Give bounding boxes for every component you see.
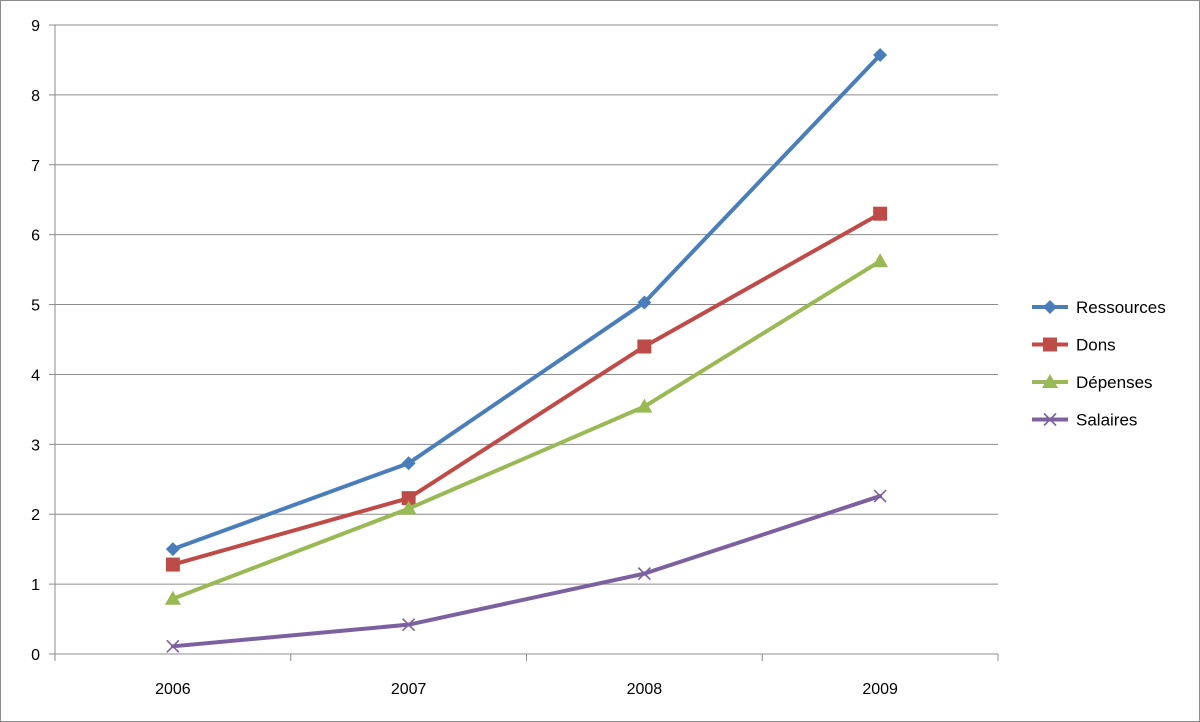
- y-tick-label-5: 5: [31, 298, 40, 315]
- x-tick-label-2007: 2007: [391, 681, 427, 698]
- legend: Ressources Dons Dépenses Salaires: [1032, 298, 1166, 430]
- legend-marker-salaires-stroke-b: [1043, 412, 1057, 427]
- point-depenses-2007: [400, 500, 417, 515]
- x-tick-label-2008: 2008: [627, 681, 663, 698]
- y-tick-label-1: 1: [31, 577, 40, 594]
- legend-marker-depenses: [1042, 374, 1058, 388]
- series-line-ressources: [170, 53, 883, 552]
- gridlines: [55, 24, 998, 585]
- y-tick-label-2: 2: [31, 507, 40, 524]
- y-tick-label-4: 4: [31, 367, 40, 384]
- series-line-depenses: [170, 259, 883, 601]
- y-axis-tick-labels: 0 1 2 3 4 5 6 7 8 9: [31, 18, 40, 664]
- point-depenses-2009: [872, 253, 889, 268]
- x-axis-tick-labels: 2006 2007 2008 2009: [155, 681, 898, 698]
- x-tick-label-2009: 2009: [862, 681, 898, 698]
- legend-marker-salaires: [1043, 412, 1057, 427]
- legend-label-depenses: Dépenses: [1076, 373, 1153, 392]
- y-tick-label-0: 0: [31, 647, 40, 664]
- point-dons-2008: [637, 339, 652, 354]
- legend-label-dons: Dons: [1076, 336, 1116, 355]
- legend-marker-dons: [1043, 337, 1057, 352]
- point-ressources-2007: [401, 456, 416, 471]
- point-salaires-2006: [166, 639, 180, 653]
- point-ressources-2006: [165, 542, 180, 557]
- point-ressources-2008: [637, 295, 652, 310]
- point-dons-2007: [401, 491, 416, 506]
- series-group: [164, 48, 889, 653]
- point-salaires-2008: [637, 567, 651, 581]
- point-dons-2006: [165, 557, 180, 572]
- point-salaires-2007-stroke-b: [402, 618, 416, 632]
- y-tick-label-3: 3: [31, 437, 40, 454]
- y-tick-label-7: 7: [31, 158, 40, 175]
- point-salaires-2009: [873, 489, 887, 503]
- point-depenses-2006: [164, 590, 181, 605]
- x-tick-label-2006: 2006: [155, 681, 191, 698]
- axes: [49, 24, 999, 661]
- point-salaires-2009-stroke-b: [873, 489, 887, 503]
- point-salaires-2008-stroke-b: [637, 567, 651, 581]
- y-tick-label-8: 8: [31, 88, 40, 105]
- point-dons-2009: [873, 206, 888, 221]
- series-line-dons: [170, 211, 883, 567]
- point-salaires-2007: [402, 618, 416, 632]
- point-ressources-2009: [873, 48, 888, 63]
- legend-label-ressources: Ressources: [1076, 298, 1166, 317]
- point-depenses-2008: [636, 398, 653, 413]
- y-tick-label-6: 6: [31, 228, 40, 245]
- series-line-salaires: [170, 494, 883, 649]
- legend-label-salaires: Salaires: [1076, 411, 1137, 430]
- legend-marker-ressources: [1043, 300, 1057, 314]
- y-tick-label-9: 9: [31, 18, 40, 35]
- point-salaires-2006-stroke-b: [166, 639, 180, 653]
